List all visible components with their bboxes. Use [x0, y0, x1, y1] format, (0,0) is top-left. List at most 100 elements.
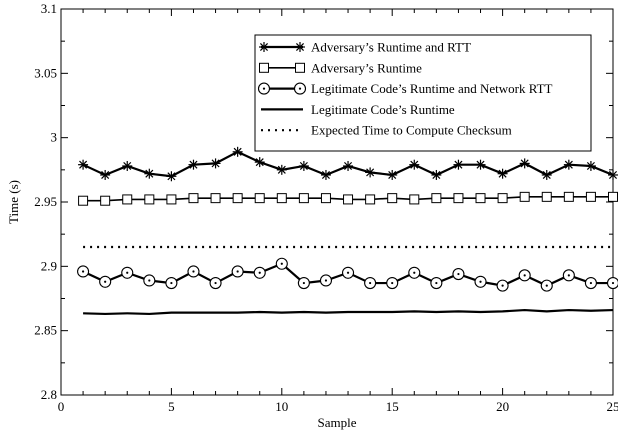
data-point: [100, 169, 111, 180]
data-point: [78, 159, 89, 170]
data-point: [475, 159, 486, 170]
data-point: [144, 194, 155, 205]
x-axis-label: Sample: [318, 415, 357, 430]
x-tick-label: 15: [386, 399, 399, 414]
y-tick-label: 3.05: [34, 65, 57, 80]
data-point: [210, 158, 221, 169]
data-point: [320, 169, 331, 180]
legend-label: Adversary’s Runtime and RTT: [311, 40, 471, 55]
data-point: [431, 193, 442, 204]
series-4: [83, 308, 614, 316]
x-tick-label: 20: [496, 399, 509, 414]
legend-label: Legitimate Code’s Runtime and Network RT…: [311, 81, 553, 96]
data-point: [453, 159, 464, 170]
data-point: [563, 191, 574, 202]
data-point: [166, 194, 177, 205]
data-point: [540, 279, 553, 292]
data-point: [343, 194, 354, 205]
y-axis-label: Time (s): [6, 180, 21, 224]
data-point: [364, 277, 377, 290]
legend-box: [254, 34, 592, 152]
data-point: [453, 193, 464, 204]
data-point: [254, 193, 265, 204]
data-point: [387, 193, 398, 204]
data-point: [452, 268, 465, 281]
data-point: [541, 191, 552, 202]
legend-label: Expected Time to Compute Checksum: [311, 123, 512, 138]
data-point: [320, 193, 331, 204]
x-tick-label: 10: [275, 399, 288, 414]
data-point: [78, 195, 89, 206]
data-point: [497, 168, 508, 179]
legend-marker: [295, 62, 305, 73]
data-point: [231, 265, 244, 278]
legend-marker: [259, 42, 269, 52]
data-point: [585, 191, 596, 202]
data-point: [122, 160, 133, 171]
data-point: [100, 195, 111, 206]
data-point: [474, 275, 487, 288]
data-point: [210, 193, 221, 204]
data-point: [232, 193, 243, 204]
data-point: [365, 194, 376, 205]
series-3: [77, 257, 618, 292]
data-point: [408, 266, 421, 279]
data-point: [365, 167, 376, 178]
data-point: [99, 275, 112, 288]
x-tick-label: 25: [607, 399, 618, 414]
series-layer: [77, 146, 618, 316]
data-point: [165, 277, 178, 290]
y-tick-label: 2.8: [41, 387, 57, 402]
data-point: [276, 193, 287, 204]
data-point: [497, 193, 508, 204]
data-point: [518, 269, 531, 282]
data-point: [475, 193, 486, 204]
data-point: [563, 159, 574, 170]
data-point: [209, 277, 222, 290]
data-point: [431, 169, 442, 180]
data-point: [387, 169, 398, 180]
data-point: [298, 160, 309, 171]
data-point: [608, 169, 618, 180]
data-point: [275, 257, 288, 270]
legend-entry: Legitimate Code’s Runtime and Network RT…: [257, 81, 553, 96]
y-tick-label: 3.1: [41, 1, 57, 16]
data-point: [77, 265, 90, 278]
data-point: [562, 269, 575, 282]
x-tick-label: 0: [58, 399, 65, 414]
y-tick-label: 2.95: [34, 194, 57, 209]
legend-entry: Adversary’s Runtime: [259, 60, 422, 75]
data-point: [409, 159, 420, 170]
data-point: [319, 274, 333, 287]
data-point: [254, 157, 265, 168]
data-point: [584, 277, 597, 290]
legend-label: Adversary’s Runtime: [311, 60, 422, 75]
legend-label: Legitimate Code’s Runtime: [311, 102, 455, 117]
series-2: [78, 191, 618, 206]
legend-marker: [293, 82, 307, 95]
data-point: [276, 164, 287, 175]
data-point: [122, 194, 133, 205]
data-point: [143, 274, 156, 287]
data-point: [232, 146, 243, 157]
data-point: [409, 194, 420, 205]
y-tick-label: 3: [51, 130, 58, 145]
data-point: [187, 265, 200, 278]
legend-entry: Adversary’s Runtime and RTT: [259, 40, 471, 55]
data-point: [298, 193, 309, 204]
legend: Adversary’s Runtime and RTT Adversary’s R…: [254, 34, 592, 152]
y-tick-label: 2.85: [34, 323, 57, 338]
series-line: [83, 308, 614, 316]
legend-entry: Legitimate Code’s Runtime: [261, 102, 455, 117]
data-point: [144, 168, 155, 179]
data-point: [386, 277, 399, 290]
data-point: [496, 279, 509, 292]
legend-marker: [295, 42, 305, 52]
data-point: [519, 191, 530, 202]
data-point: [519, 158, 530, 169]
data-point: [253, 266, 266, 279]
data-point: [541, 169, 552, 180]
data-point: [188, 193, 199, 204]
data-point: [121, 266, 134, 279]
legend-entry: Expected Time to Compute Checksum: [261, 123, 512, 138]
